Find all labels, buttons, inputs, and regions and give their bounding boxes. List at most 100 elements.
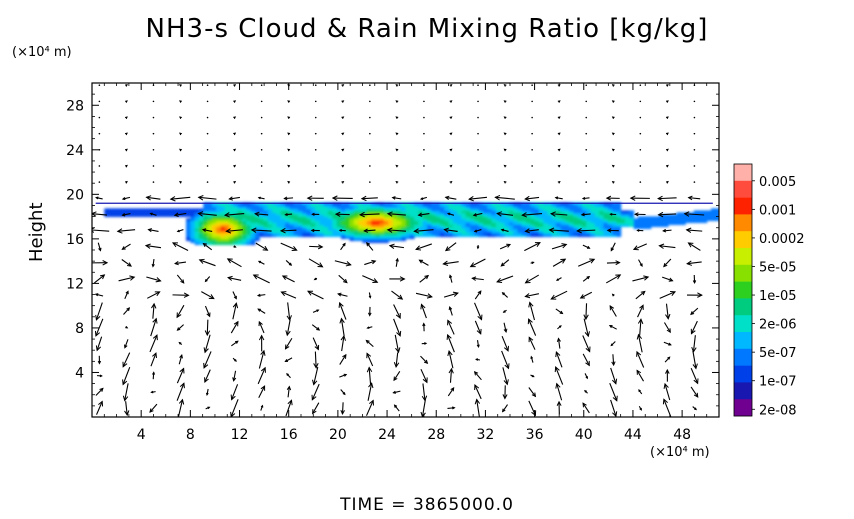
wind-arrow	[582, 275, 591, 282]
wind-arrow	[233, 164, 237, 168]
wind-arrow	[360, 195, 378, 202]
wind-dot	[260, 116, 263, 119]
wind-arrow	[122, 366, 131, 386]
wind-arrow	[530, 355, 534, 363]
colorbar-swatch	[734, 332, 752, 350]
colorbar-swatch	[734, 281, 752, 299]
wind-arrow	[580, 212, 591, 217]
wind-arrow	[444, 195, 457, 200]
wind-arrow	[176, 382, 185, 401]
x-axis-unit: (×10⁴ m)	[650, 445, 710, 460]
wind-arrow	[393, 404, 400, 412]
wind-dot	[98, 165, 101, 167]
wind-arrow	[527, 318, 537, 336]
wind-arrow	[341, 132, 345, 136]
wind-arrow	[474, 320, 482, 335]
wind-arrow	[386, 211, 406, 217]
y-tick-label: 12	[66, 276, 84, 292]
wind-arrow	[665, 303, 671, 320]
wind-arrow	[116, 228, 136, 234]
wind-arrow	[474, 384, 482, 400]
wind-arrow	[306, 195, 324, 201]
wind-arrow	[395, 100, 399, 103]
wind-arrow	[658, 243, 676, 249]
wind-dot	[152, 149, 155, 151]
wind-arrow	[683, 211, 705, 217]
wind-arrow	[611, 116, 615, 120]
wind-arrow	[386, 227, 407, 233]
wind-dot	[693, 181, 696, 183]
colorbar-label: 5e-07	[759, 346, 797, 361]
wind-arrow	[665, 100, 669, 103]
wind-dot	[260, 132, 263, 135]
wind-arrow	[474, 398, 481, 417]
wind-arrow	[413, 228, 434, 234]
wind-arrow	[502, 385, 508, 400]
wind-arrow	[524, 228, 539, 234]
x-tick-label: 48	[673, 427, 691, 443]
wind-arrow	[503, 132, 507, 136]
wind-arrow	[341, 100, 345, 103]
wind-arrow	[280, 242, 298, 251]
wind-arrow	[147, 291, 161, 299]
wind-arrow	[475, 358, 481, 361]
wind-arrow	[147, 228, 159, 233]
wind-arrow	[204, 305, 211, 318]
wind-dot	[693, 132, 696, 135]
wind-arrow	[340, 242, 346, 251]
wind-arrow	[661, 276, 674, 282]
wind-dot	[98, 100, 101, 103]
wind-arrow	[391, 290, 404, 300]
wind-arrow	[611, 84, 615, 87]
wind-arrow	[417, 212, 430, 217]
wind-arrow	[366, 352, 374, 367]
wind-arrow	[503, 164, 507, 168]
wind-arrow	[121, 212, 131, 217]
wind-dot	[639, 84, 642, 87]
wind-dot	[98, 116, 101, 119]
wind-arrow	[582, 335, 591, 353]
wind-arrow	[149, 403, 158, 413]
wind-dot	[639, 165, 642, 167]
wind-dot	[260, 100, 263, 103]
wind-arrow	[503, 100, 507, 103]
wind-arrow	[665, 368, 670, 382]
colorbar-label: 0.001	[759, 203, 796, 218]
wind-arrow	[420, 303, 427, 319]
wind-arrow	[223, 212, 245, 218]
wind-arrow	[548, 227, 569, 233]
wind-arrow	[232, 302, 239, 320]
wind-arrow	[636, 369, 645, 382]
wind-arrow	[638, 259, 643, 267]
wind-arrow	[582, 353, 590, 367]
wind-arrow	[395, 148, 399, 152]
wind-arrow	[524, 274, 540, 284]
wind-arrow	[179, 164, 182, 168]
wind-arrow	[124, 116, 128, 120]
wind-arrow	[557, 116, 561, 120]
wind-arrow	[258, 349, 266, 369]
wind-arrow	[576, 228, 596, 234]
wind-arrow	[173, 260, 187, 266]
wind-arrow	[500, 259, 510, 267]
x-tick-label: 36	[526, 427, 544, 443]
wind-arrow	[551, 243, 568, 250]
wind-arrow	[473, 370, 482, 381]
wind-arrow	[555, 277, 562, 281]
wind-arrow	[313, 351, 319, 369]
wind-arrow	[448, 274, 453, 283]
wind-dot	[585, 100, 588, 103]
wind-dot	[531, 165, 533, 167]
wind-arrow	[685, 227, 703, 233]
wind-arrow	[550, 290, 568, 300]
wind-arrow	[611, 180, 615, 184]
colorbar-swatch	[734, 197, 752, 215]
wind-arrow	[692, 406, 697, 411]
wind-arrow	[179, 180, 182, 184]
wind-arrow	[557, 148, 561, 152]
y-tick-label: 16	[66, 232, 84, 248]
wind-arrow	[691, 335, 697, 353]
wind-arrow	[665, 132, 669, 136]
wind-arrow	[203, 334, 211, 354]
wind-arrow	[368, 292, 372, 299]
